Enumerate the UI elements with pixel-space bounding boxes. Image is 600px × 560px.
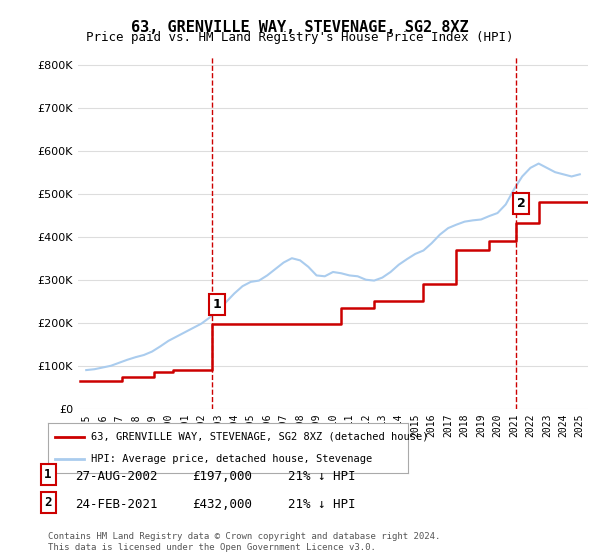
Text: 2: 2 xyxy=(517,197,525,210)
Text: 24-FEB-2021: 24-FEB-2021 xyxy=(75,497,157,511)
Text: 27-AUG-2002: 27-AUG-2002 xyxy=(75,469,157,483)
Text: Contains HM Land Registry data © Crown copyright and database right 2024.
This d: Contains HM Land Registry data © Crown c… xyxy=(48,532,440,552)
Text: £432,000: £432,000 xyxy=(192,497,252,511)
Text: 21% ↓ HPI: 21% ↓ HPI xyxy=(288,469,355,483)
Text: 63, GRENVILLE WAY, STEVENAGE, SG2 8XZ (detached house): 63, GRENVILLE WAY, STEVENAGE, SG2 8XZ (d… xyxy=(91,432,428,442)
Text: 1: 1 xyxy=(212,298,221,311)
Text: £197,000: £197,000 xyxy=(192,469,252,483)
Text: 63, GRENVILLE WAY, STEVENAGE, SG2 8XZ: 63, GRENVILLE WAY, STEVENAGE, SG2 8XZ xyxy=(131,20,469,35)
Text: 21% ↓ HPI: 21% ↓ HPI xyxy=(288,497,355,511)
Text: Price paid vs. HM Land Registry's House Price Index (HPI): Price paid vs. HM Land Registry's House … xyxy=(86,31,514,44)
Text: HPI: Average price, detached house, Stevenage: HPI: Average price, detached house, Stev… xyxy=(91,454,373,464)
Text: 1: 1 xyxy=(44,468,52,481)
Text: 2: 2 xyxy=(44,496,52,509)
